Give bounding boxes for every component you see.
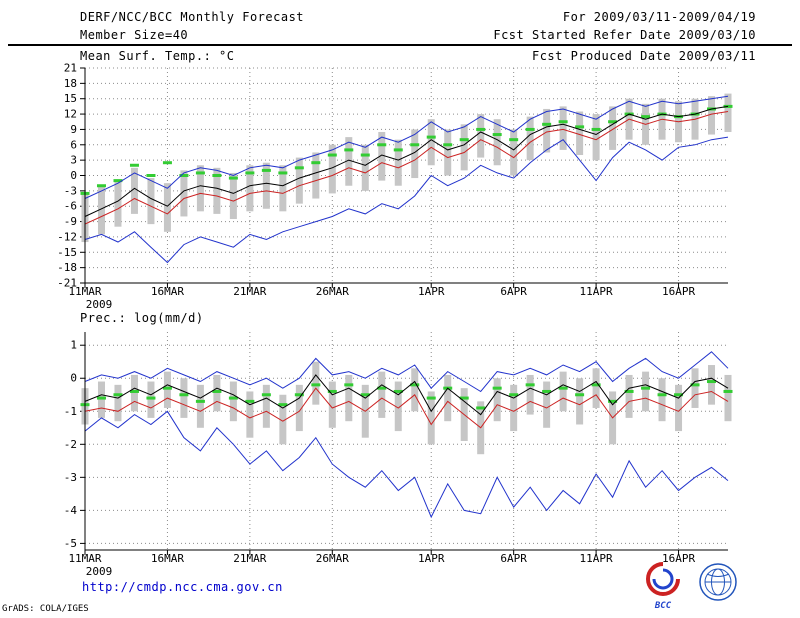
svg-text:-12: -12 <box>57 230 77 243</box>
svg-text:0: 0 <box>70 169 77 182</box>
refer-date-label: Fcst Started Refer Date 2009/03/10 <box>493 28 756 42</box>
svg-text:12: 12 <box>64 108 77 121</box>
svg-text:-3: -3 <box>64 184 77 197</box>
svg-text:16APR: 16APR <box>662 285 695 298</box>
bcc-logo-swirl-red <box>646 562 680 596</box>
svg-text:21: 21 <box>64 62 77 75</box>
svg-text:6APR: 6APR <box>500 552 527 565</box>
svg-text:16MAR: 16MAR <box>151 285 184 298</box>
svg-text:-9: -9 <box>64 215 77 228</box>
svg-text:18: 18 <box>64 77 77 90</box>
svg-text:16APR: 16APR <box>662 552 695 565</box>
ncc-logo-outer-ring <box>699 563 737 601</box>
svg-text:-18: -18 <box>57 261 77 274</box>
member-size-label: Member Size=40 <box>80 28 189 42</box>
svg-text:26MAR: 26MAR <box>316 552 349 565</box>
grads-credit: GrADS: COLA/IGES <box>2 604 89 614</box>
precipitation-chart-title: Prec.: log(mm/d) <box>80 311 204 325</box>
svg-text:2009: 2009 <box>86 565 113 578</box>
svg-text:26MAR: 26MAR <box>316 285 349 298</box>
header-divider <box>8 44 792 46</box>
svg-text:-15: -15 <box>57 246 77 259</box>
svg-text:1APR: 1APR <box>418 552 445 565</box>
svg-text:15: 15 <box>64 92 77 105</box>
svg-text:9: 9 <box>70 123 77 136</box>
svg-text:6APR: 6APR <box>500 285 527 298</box>
svg-text:3: 3 <box>70 154 77 167</box>
svg-text:6: 6 <box>70 138 77 151</box>
bcc-logo-swirl-blue <box>652 568 674 590</box>
produced-date-label: Fcst Produced Date 2009/03/11 <box>531 49 756 63</box>
ncc-logo-latitude-line <box>706 573 730 577</box>
svg-text:-3: -3 <box>64 471 77 484</box>
svg-text:21MAR: 21MAR <box>233 552 266 565</box>
bcc-logo-label: BCC <box>654 601 672 611</box>
website-link[interactable]: http://cmdp.ncc.cma.gov.cn <box>82 580 283 594</box>
svg-text:-2: -2 <box>64 438 77 451</box>
svg-text:-5: -5 <box>64 537 77 550</box>
svg-text:1: 1 <box>70 339 77 352</box>
svg-text:-4: -4 <box>64 504 78 517</box>
svg-text:0: 0 <box>70 372 77 385</box>
svg-text:11APR: 11APR <box>580 285 613 298</box>
svg-text:21MAR: 21MAR <box>233 285 266 298</box>
svg-text:-21: -21 <box>57 277 77 290</box>
svg-text:11APR: 11APR <box>580 552 613 565</box>
bcc-logo: BCC <box>646 562 680 611</box>
svg-text:2009: 2009 <box>86 298 113 311</box>
svg-text:11MAR: 11MAR <box>68 285 101 298</box>
svg-text:-1: -1 <box>64 405 77 418</box>
svg-text:1APR: 1APR <box>418 285 445 298</box>
page-title: DERF/NCC/BCC Monthly Forecast <box>80 10 305 24</box>
precipitation-chart: -5 -4 -3 -2 -1 0 1 11MAR 16MAR 21MAR 26MAR 1APR 6APR… <box>64 332 733 578</box>
svg-text:11MAR: 11MAR <box>68 552 101 565</box>
temperature-chart-title: Mean Surf. Temp.: °C <box>80 49 235 63</box>
svg-text:16MAR: 16MAR <box>151 552 184 565</box>
svg-text:-6: -6 <box>64 200 77 213</box>
ncc-globe-logo <box>699 563 737 601</box>
temperature-chart: -21 -18 -15 -12 -9 -6 -3 0 3 6 9 12 15 18 21 11MAR 16MAR… <box>57 62 733 311</box>
forecast-range: For 2009/03/11-2009/04/19 <box>562 10 756 24</box>
